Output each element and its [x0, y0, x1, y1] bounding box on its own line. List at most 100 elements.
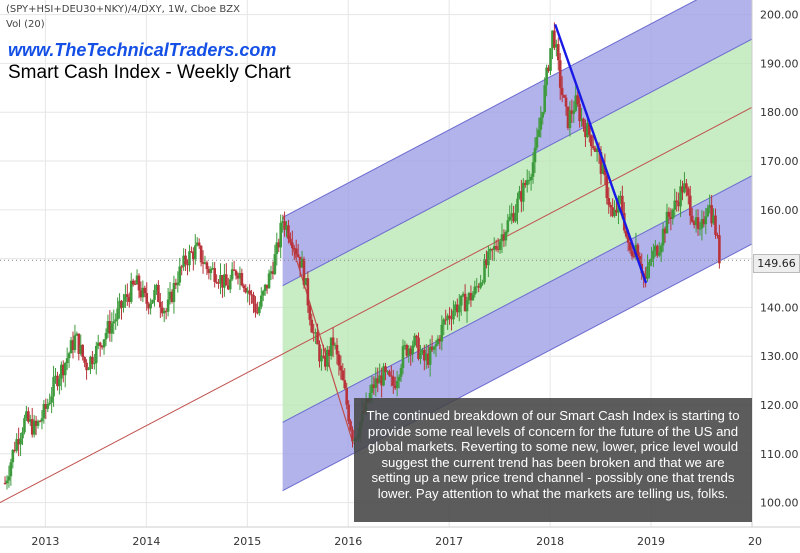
candle-body	[454, 304, 457, 311]
candle-body	[690, 215, 694, 222]
candle-body	[275, 242, 279, 255]
candle-body	[322, 355, 325, 357]
candle-body	[549, 48, 552, 71]
candle-body	[21, 432, 24, 439]
candle-body	[390, 375, 393, 377]
candle-body	[30, 419, 34, 435]
candle-body	[85, 362, 88, 371]
candle-body	[201, 262, 205, 264]
candle-body	[467, 293, 471, 301]
candle-body	[145, 293, 149, 304]
candle-body	[50, 396, 53, 403]
candle-body	[19, 438, 22, 445]
candle-body	[712, 215, 715, 224]
y-tick-label: 140.00	[760, 301, 799, 314]
candle-body	[718, 235, 721, 264]
candle-body	[609, 205, 612, 208]
candle-body	[199, 245, 203, 263]
candle-body	[298, 256, 302, 268]
candle-body	[591, 146, 595, 149]
candle-body	[700, 219, 704, 229]
candle-body	[197, 242, 201, 246]
candle-body	[3, 483, 7, 485]
candle-body	[345, 388, 348, 405]
candle-body	[376, 378, 380, 384]
downtrend-line	[554, 24, 648, 284]
candle-body	[61, 364, 65, 376]
candle-body	[225, 274, 228, 286]
candle-body	[698, 228, 702, 230]
candle-body	[465, 300, 469, 312]
candle-body	[426, 353, 430, 365]
candle-body	[256, 312, 259, 314]
candle-body	[650, 258, 653, 262]
candle-body	[556, 44, 560, 61]
candle-body	[118, 300, 121, 309]
y-tick-label: 130.00	[760, 350, 799, 363]
candle-body	[94, 345, 98, 364]
candle-body	[205, 262, 209, 270]
candle-body	[626, 236, 630, 243]
candle-body	[525, 180, 529, 186]
candle-body	[494, 246, 498, 249]
candle-body	[461, 293, 465, 296]
candle-body	[560, 87, 564, 96]
candle-body	[318, 344, 321, 362]
candle-body	[131, 280, 135, 285]
candle-body	[110, 323, 114, 334]
candle-body	[574, 95, 578, 111]
candle-body	[492, 246, 496, 250]
candle-body	[100, 345, 104, 348]
candle-body	[153, 289, 156, 300]
candle-body	[209, 268, 213, 274]
candle-body	[89, 356, 92, 370]
candle-body	[48, 402, 51, 405]
candle-body	[155, 284, 158, 290]
candle-body	[147, 303, 150, 309]
candle-body	[279, 222, 282, 248]
candle-body	[584, 126, 587, 138]
candle-body	[160, 307, 164, 314]
candle-body	[516, 198, 519, 213]
candle-body	[655, 245, 659, 256]
candle-body	[83, 357, 86, 363]
candle-body	[314, 332, 317, 334]
candle-body	[502, 234, 506, 241]
candle-body	[685, 183, 688, 189]
candle-body	[595, 149, 599, 152]
candle-body	[714, 215, 717, 235]
candle-body	[500, 234, 504, 242]
candle-body	[79, 344, 83, 354]
candle-body	[52, 377, 55, 397]
candle-body	[151, 299, 154, 304]
candle-body	[127, 297, 131, 302]
candle-body	[195, 242, 199, 246]
overlay-lines	[0, 24, 752, 284]
candle-body	[13, 449, 17, 451]
candle-body	[213, 268, 216, 282]
candle-body	[176, 282, 180, 286]
candle-body	[601, 164, 605, 174]
candle-body	[335, 344, 339, 355]
current-price-badge: 149.66	[753, 254, 800, 273]
candle-body	[504, 231, 508, 241]
candle-body	[81, 344, 84, 358]
candle-body	[296, 254, 300, 257]
candle-body	[661, 228, 665, 246]
annotation-box: The continued breakdown of our Smart Cas…	[354, 398, 752, 522]
candle-body	[459, 295, 463, 306]
x-tick-label: 2016	[334, 535, 362, 548]
candle-body	[527, 180, 531, 182]
candle-body	[25, 411, 28, 419]
candle-body	[570, 110, 574, 114]
candle-body	[38, 421, 42, 423]
candle-body	[294, 248, 298, 255]
candle-body	[401, 346, 405, 368]
candle-body	[73, 335, 77, 351]
candle-body	[529, 176, 533, 181]
candle-body	[114, 319, 117, 322]
candle-body	[477, 286, 480, 288]
candle-body	[15, 439, 18, 451]
candle-body	[580, 118, 583, 122]
candle-body	[17, 439, 20, 445]
